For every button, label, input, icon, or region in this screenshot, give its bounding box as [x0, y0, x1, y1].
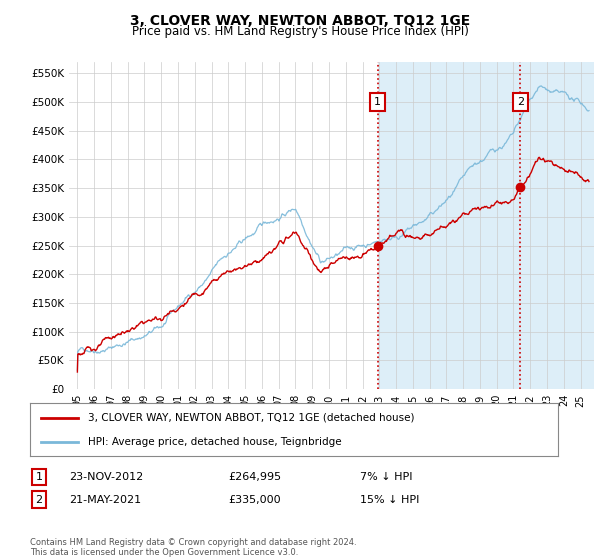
Text: 3, CLOVER WAY, NEWTON ABBOT, TQ12 1GE: 3, CLOVER WAY, NEWTON ABBOT, TQ12 1GE [130, 14, 470, 28]
Text: HPI: Average price, detached house, Teignbridge: HPI: Average price, detached house, Teig… [88, 437, 342, 447]
Text: 1: 1 [374, 97, 381, 107]
Bar [377, 62, 594, 389]
Text: Contains HM Land Registry data © Crown copyright and database right 2024.
This d: Contains HM Land Registry data © Crown c… [30, 538, 356, 557]
Text: 15% ↓ HPI: 15% ↓ HPI [360, 494, 419, 505]
Text: £335,000: £335,000 [228, 494, 281, 505]
Text: 1: 1 [35, 472, 43, 482]
Text: 23-NOV-2012: 23-NOV-2012 [69, 472, 143, 482]
Text: Price paid vs. HM Land Registry's House Price Index (HPI): Price paid vs. HM Land Registry's House … [131, 25, 469, 38]
Text: 21-MAY-2021: 21-MAY-2021 [69, 494, 141, 505]
Text: 3, CLOVER WAY, NEWTON ABBOT, TQ12 1GE (detached house): 3, CLOVER WAY, NEWTON ABBOT, TQ12 1GE (d… [88, 413, 415, 423]
Text: 7% ↓ HPI: 7% ↓ HPI [360, 472, 413, 482]
Text: 2: 2 [517, 97, 524, 107]
Text: 2: 2 [35, 494, 43, 505]
Text: £264,995: £264,995 [228, 472, 281, 482]
